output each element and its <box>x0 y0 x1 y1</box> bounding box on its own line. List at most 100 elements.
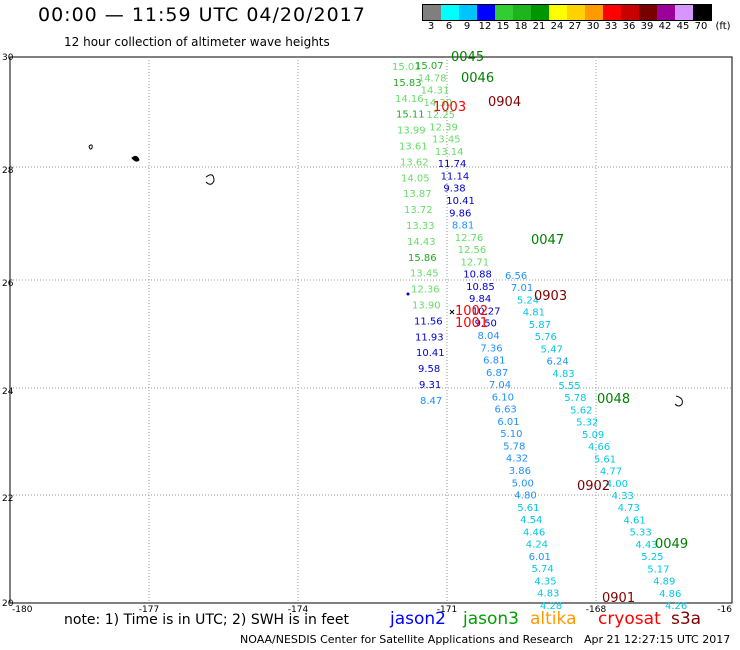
y-tick-label: 24 <box>2 387 14 397</box>
track-a-value: 9.58 <box>418 364 440 375</box>
track-a-value: 14.43 <box>407 237 436 248</box>
track-c-value: 4.73 <box>618 503 640 514</box>
track-c-value: 6.56 <box>505 271 527 282</box>
track-c-value: 5.47 <box>541 344 563 355</box>
colorbar-label: 27 <box>568 21 582 32</box>
track-a-value: 13.90 <box>412 301 441 312</box>
track-c-value: 5.78 <box>564 393 586 404</box>
track-c-value: 7.01 <box>511 283 533 294</box>
track-c-value: 5.17 <box>647 564 669 575</box>
colorbar-swatch <box>531 5 549 20</box>
track-c-value: 4.26 <box>665 601 687 612</box>
colorbar-swatch <box>441 5 459 20</box>
colorbar-label: 6 <box>445 21 453 32</box>
colorbar-swatch <box>477 5 495 20</box>
colorbar-labels: 3 6 9 12 15 18 21 24 27 30 33 36 39 42 45 70 (ft) <box>422 21 734 35</box>
track-a-value: 15.83 <box>393 78 422 89</box>
track-b-value: 11.14 <box>441 171 470 182</box>
track-c-value: 4.83 <box>552 369 574 380</box>
track-c-value: 4.00 <box>606 479 628 490</box>
track-b-value: 6.01 <box>497 417 519 428</box>
pass-id-label: 0904 <box>488 95 521 110</box>
track-c-value: 4.81 <box>523 308 545 319</box>
colorbar-swatch <box>513 5 531 20</box>
colorbar-label: 36 <box>622 21 636 32</box>
island-shape <box>88 144 93 150</box>
island-shape <box>131 155 140 162</box>
map-subtitle: 12 hour collection of altimeter wave hei… <box>64 35 330 49</box>
track-b-value: 13.14 <box>435 147 464 158</box>
track-b-value: 10.27 <box>472 306 501 317</box>
pass-id-label: 0048 <box>597 392 630 407</box>
track-b-value: 4.35 <box>534 576 556 587</box>
x-tick-label: -177 <box>139 605 159 615</box>
track-b-value: 14.31 <box>421 86 450 97</box>
pass-id-label: 0903 <box>534 289 567 304</box>
track-b-value: 12.71 <box>460 257 489 268</box>
track-b-value: 5.61 <box>517 503 539 514</box>
pass-id-label: 0902 <box>577 479 610 494</box>
colorbar-swatch <box>675 5 693 20</box>
credits: NOAA/NESDIS Center for Satellite Applica… <box>240 633 574 646</box>
track-a-value: 13.72 <box>404 205 433 216</box>
track-b-value: 6.81 <box>483 356 505 367</box>
legend-s3a: s3a <box>671 609 702 629</box>
pass-id-label: 0049 <box>655 537 688 552</box>
track-a-value: 13.45 <box>410 269 439 280</box>
pass-id-label: 1002 <box>455 304 488 319</box>
y-tick-label: 22 <box>2 494 13 504</box>
colorbar-label: 45 <box>676 21 690 32</box>
track-c-value: 5.24 <box>517 295 539 306</box>
track-a-value: 11.56 <box>414 316 443 327</box>
track-b-value: 12.25 <box>426 110 455 121</box>
colorbar-swatch <box>585 5 603 20</box>
y-tick-label: 28 <box>2 166 14 176</box>
colorbar-label: 33 <box>604 21 618 32</box>
track-a-value: 13.61 <box>399 142 428 153</box>
colorbar-swatch <box>549 5 567 20</box>
footer-note: note: 1) Time is in UTC; 2) SWH is in fe… <box>64 612 350 628</box>
island-shape <box>205 174 215 185</box>
track-a-value: 15.11 <box>396 110 425 121</box>
pass-id-label: 0046 <box>461 71 494 86</box>
colorbar-swatch <box>639 5 657 20</box>
track-b-value: 9.86 <box>449 208 471 219</box>
track-a-value: 13.87 <box>403 189 432 200</box>
track-a-value: 15.86 <box>408 253 437 264</box>
track-b-value: 6.87 <box>486 368 508 379</box>
colorbar-label: 70 <box>694 21 708 32</box>
track-a-value: 13.33 <box>406 221 435 232</box>
map-title: 00:00 — 11:59 UTC 04/20/2017 <box>38 4 366 26</box>
track-b-value: 6.01 <box>529 552 551 563</box>
track-point <box>406 292 410 296</box>
track-c-value: 5.33 <box>629 528 651 539</box>
colorbar-swatch <box>423 5 441 20</box>
colorbar-label: 39 <box>640 21 654 32</box>
track-b-value: 4.32 <box>506 454 528 465</box>
track-a-value: 9.31 <box>419 380 441 391</box>
track-c-value: 5.76 <box>535 332 557 343</box>
pass-id-label: 0901 <box>602 591 635 606</box>
track-c-value: 4.61 <box>624 515 646 526</box>
legend-cryosat: cryosat <box>598 609 661 629</box>
track-c-value: 4.33 <box>612 491 634 502</box>
track-c-value: 5.62 <box>570 405 592 416</box>
track-b-value: 7.04 <box>489 380 511 391</box>
y-tick-label: 26 <box>2 279 14 289</box>
pass-id-label: 0045 <box>451 50 484 65</box>
colorbar-swatch <box>495 5 513 20</box>
colorbar-label: 9 <box>463 21 471 32</box>
track-b-value: 13.45 <box>432 135 461 146</box>
colorbar-label: 15 <box>496 21 510 32</box>
track-b-value: 3.86 <box>509 466 531 477</box>
track-c-value: 4.66 <box>588 442 610 453</box>
track-b-value: 10.88 <box>463 270 492 281</box>
track-b-value: 9.38 <box>443 184 465 195</box>
x-tick-label: -180 <box>12 605 33 615</box>
track-a-value: 8.47 <box>420 396 442 407</box>
y-tick-label: 30 <box>2 53 14 63</box>
track-c-value: 5.25 <box>641 552 663 563</box>
wave-height-colorbar <box>422 4 712 21</box>
track-a-value: 15.01 <box>392 62 421 73</box>
